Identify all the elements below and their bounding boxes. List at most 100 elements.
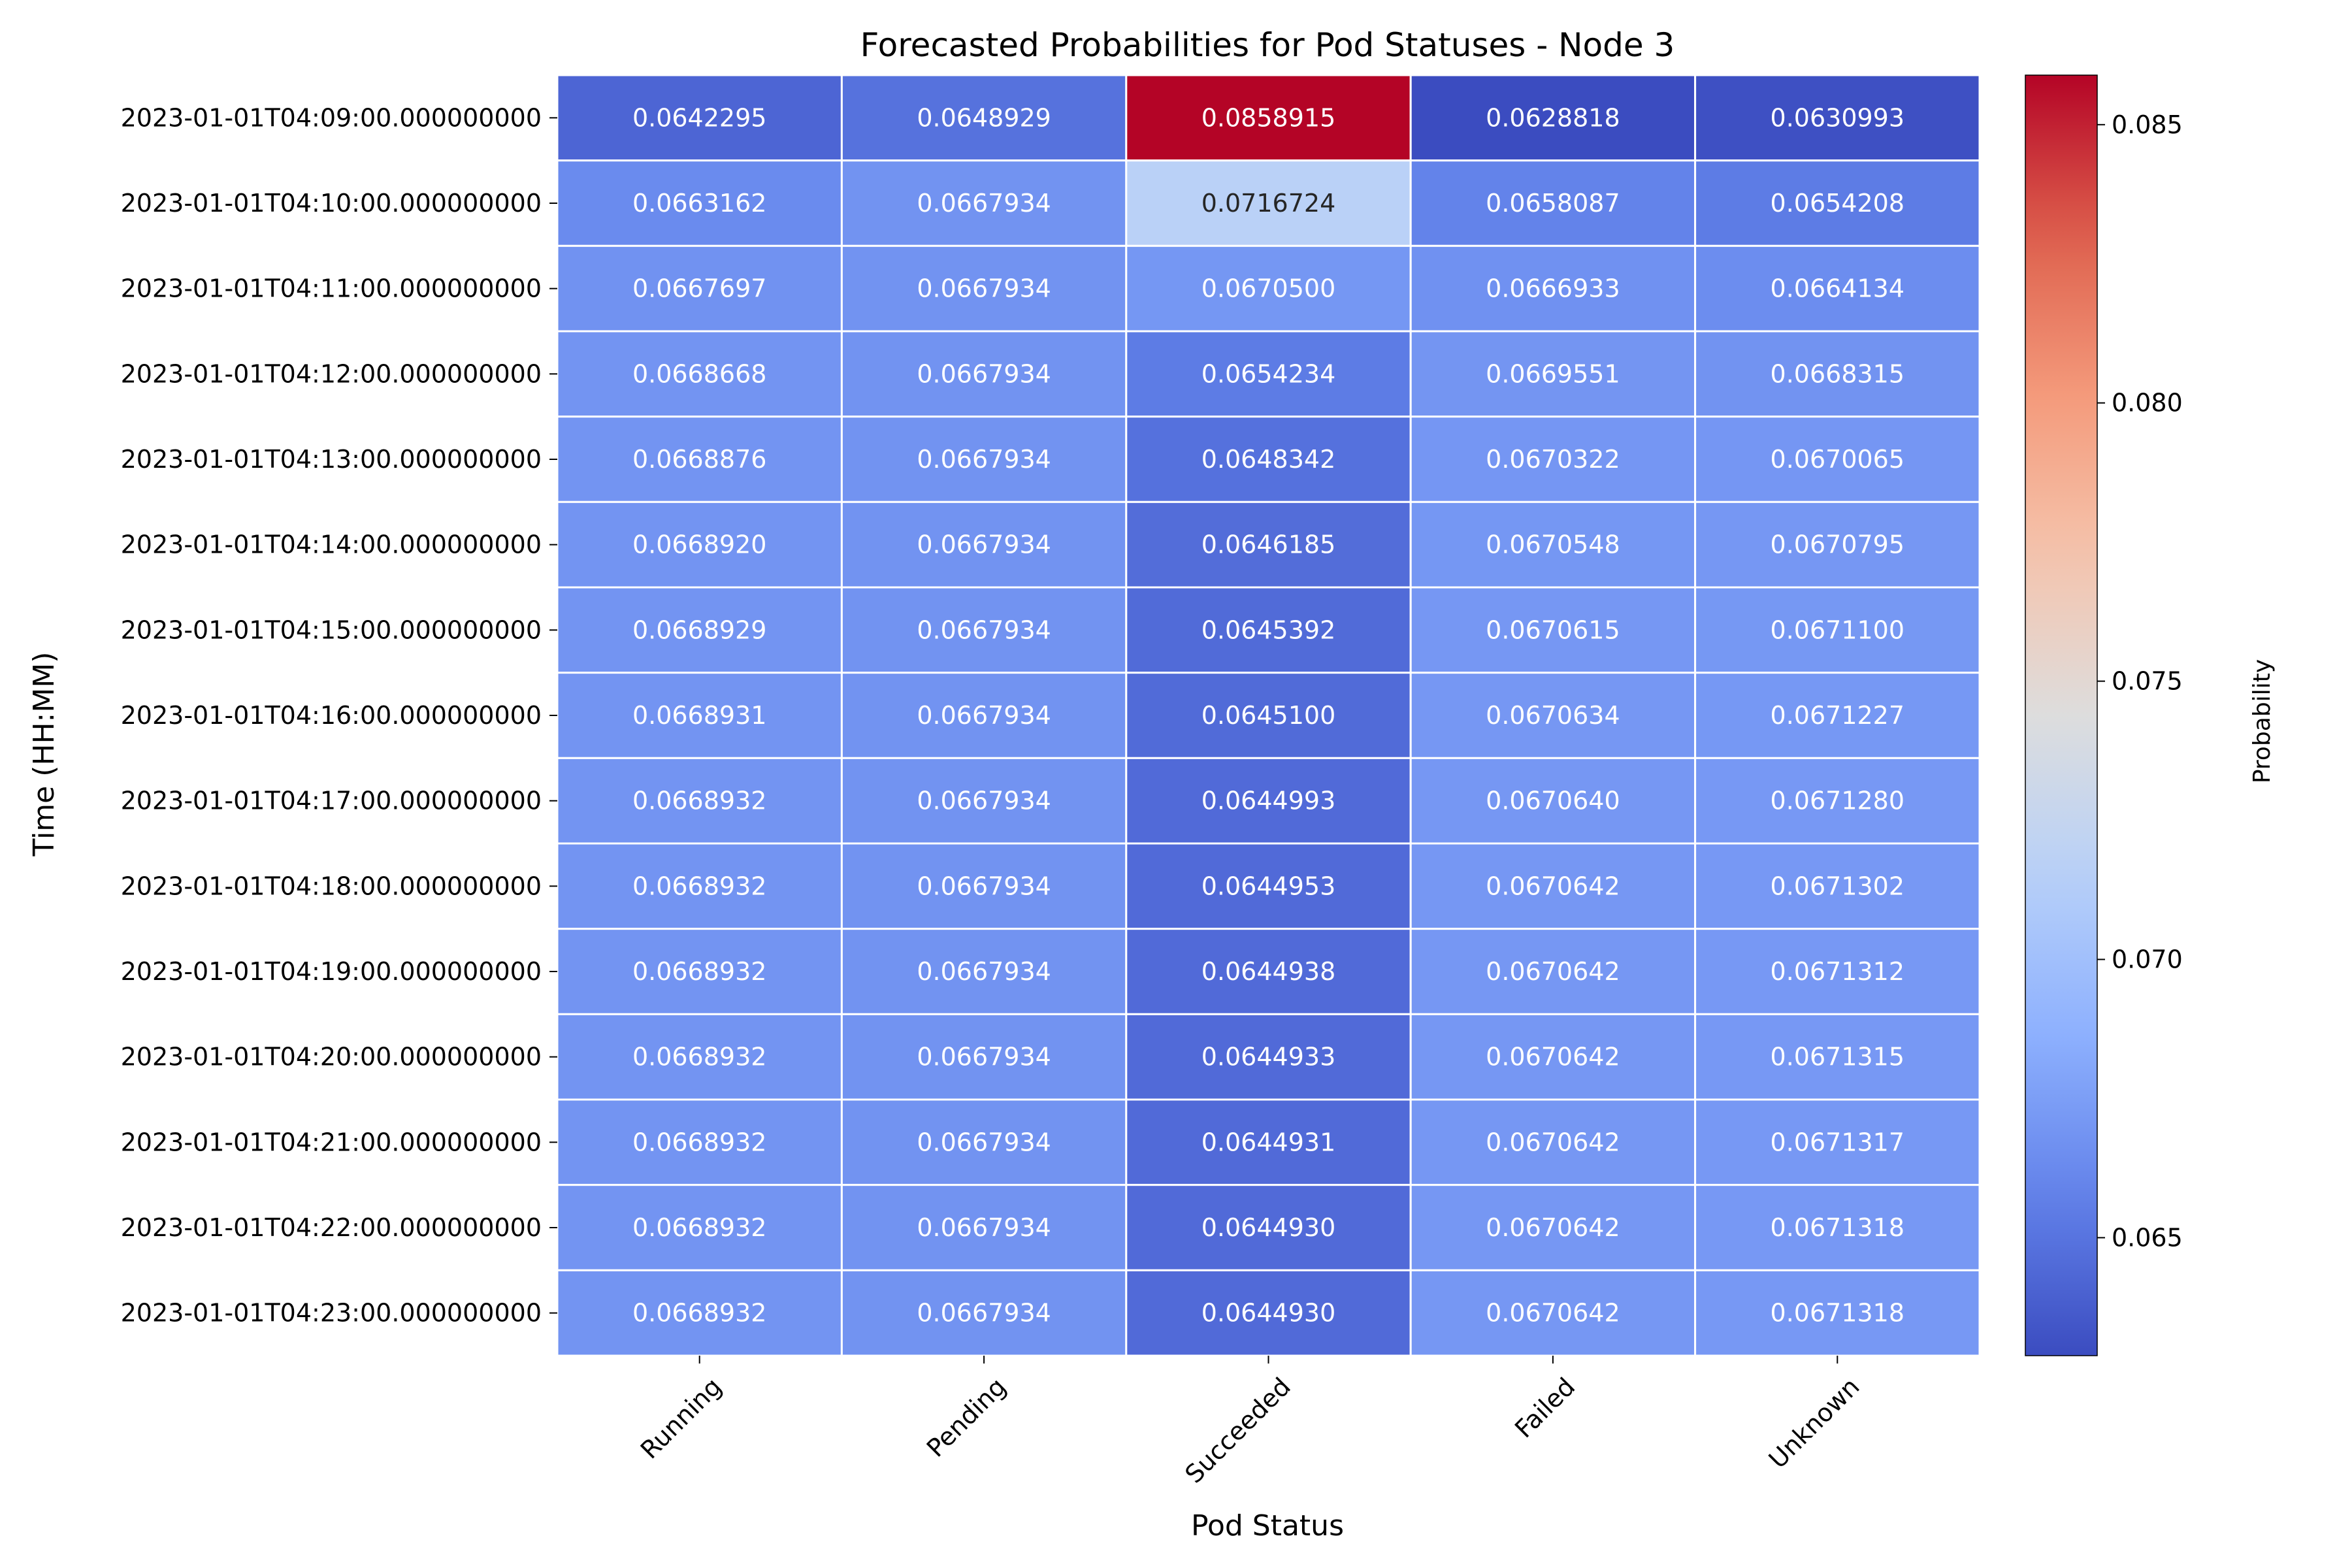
column-tick-label: Unknown: [1763, 1372, 1865, 1474]
heatmap-cell: [1125, 928, 1412, 1015]
heatmap-cell: [1409, 74, 1697, 162]
cell-value-label: 0.0668920: [632, 531, 767, 559]
row-tick-label: 2023-01-01T04:21:00.000000000: [121, 1128, 542, 1156]
cell-value-label: 0.0667934: [917, 615, 1051, 644]
cell-value-label: 0.0670065: [1771, 445, 1905, 474]
cell-value-label: 0.0858915: [1201, 103, 1336, 132]
heatmap-cell: [1409, 672, 1697, 759]
heatmap-cell: [1694, 842, 1981, 930]
cell-value-label: 0.0630993: [1771, 103, 1905, 132]
heatmap-cell: [1694, 500, 1981, 589]
cell-value-label: 0.0670642: [1486, 1213, 1620, 1242]
cell-value-label: 0.0670642: [1486, 957, 1620, 986]
row-tick-label: 2023-01-01T04:10:00.000000000: [121, 189, 542, 218]
cell-value-label: 0.0667934: [917, 274, 1051, 303]
cell-value-label: 0.0668932: [632, 957, 767, 986]
cell-value-label: 0.0668932: [632, 1213, 767, 1242]
row-tick-labels: 2023-01-01T04:09:00.000000000 2023-01-01T…: [121, 103, 557, 1328]
cell-value-label: 0.0667934: [917, 1128, 1051, 1156]
row-tick-label: 2023-01-01T04:16:00.000000000: [121, 701, 542, 730]
column-tick-label: Failed: [1509, 1372, 1580, 1443]
cell-value-label: 0.0644931: [1201, 1128, 1336, 1156]
cell-value-label: 0.0716724: [1201, 189, 1336, 218]
cell-value-label: 0.0671312: [1771, 957, 1905, 986]
heatmap-cell: [1409, 244, 1697, 333]
row-tick-label: 2023-01-01T04:19:00.000000000: [121, 957, 542, 986]
heatmap-cell: [1694, 672, 1981, 759]
cell-value-label: 0.0671100: [1771, 615, 1905, 644]
cell-value-label: 0.0668931: [632, 701, 767, 730]
cell-value-label: 0.0654234: [1201, 359, 1336, 388]
cell-value-label: 0.0666933: [1486, 274, 1620, 303]
cell-value-label: 0.0667934: [917, 445, 1051, 474]
cell-value-label: 0.0663162: [632, 189, 767, 218]
cell-value-label: 0.0667934: [917, 957, 1051, 986]
cell-value-label: 0.0668932: [632, 787, 767, 815]
cell-value-label: 0.0658087: [1486, 189, 1620, 218]
cell-value-label: 0.0667934: [917, 1043, 1051, 1071]
cell-value-label: 0.0667934: [917, 701, 1051, 730]
heatmap-cell: [1125, 672, 1412, 759]
column-tick-label: Pending: [921, 1372, 1012, 1463]
heatmap-cell: [556, 586, 843, 674]
heatmap-cell: [840, 74, 1128, 162]
heatmap-cell: [556, 928, 843, 1015]
colorbar-gradient: [2025, 74, 2098, 1356]
column-tick-labels: Running Pending Succeeded Failed Unknown: [635, 1356, 1865, 1489]
heatmap-cell: [1125, 159, 1412, 247]
cell-value-label: 0.0670640: [1486, 787, 1620, 815]
cell-value-label: 0.0668929: [632, 615, 767, 644]
cell-value-label: 0.0667697: [632, 274, 767, 303]
row-tick-label: 2023-01-01T04:12:00.000000000: [121, 359, 542, 388]
cell-value-label: 0.0628818: [1486, 103, 1620, 132]
heatmap-cell: [1409, 1013, 1697, 1101]
row-tick-label: 2023-01-01T04:14:00.000000000: [121, 531, 542, 559]
heatmap-cell: [1694, 1098, 1981, 1186]
heatmap-cell: [840, 757, 1128, 845]
row-tick-label: 2023-01-01T04:20:00.000000000: [121, 1043, 542, 1071]
heatmap-cell: [1409, 330, 1697, 418]
row-tick-label: 2023-01-01T04:17:00.000000000: [121, 787, 542, 815]
cell-value-label: 0.0670642: [1486, 872, 1620, 900]
colorbar-tick-label: 0.065: [2112, 1223, 2183, 1252]
cell-value-label: 0.0644993: [1201, 787, 1336, 815]
cell-value-label: 0.0667934: [917, 1213, 1051, 1242]
cell-value-label: 0.0670642: [1486, 1299, 1620, 1328]
cell-value-label: 0.0668668: [632, 359, 767, 388]
cell-value-label: 0.0670615: [1486, 615, 1620, 644]
cell-value-label: 0.0645392: [1201, 615, 1336, 644]
cell-value-label: 0.0664134: [1771, 274, 1905, 303]
heatmap-cell: [1125, 74, 1412, 162]
cell-value-label: 0.0668932: [632, 872, 767, 900]
heatmap-cell: [1409, 842, 1697, 930]
heatmap-cell: [556, 416, 843, 503]
x-axis-label: Pod Status: [1191, 1509, 1344, 1543]
column-tick-label: Succeeded: [1179, 1372, 1296, 1488]
cell-value-label: 0.0671302: [1771, 872, 1905, 900]
cell-value-label: 0.0670642: [1486, 1043, 1620, 1071]
heatmap-cell: [1125, 416, 1412, 503]
cell-value-label: 0.0644930: [1201, 1213, 1336, 1242]
colorbar-tick-label: 0.075: [2112, 667, 2183, 696]
heatmap-cell: [556, 672, 843, 759]
row-tick-label: 2023-01-01T04:23:00.000000000: [121, 1299, 542, 1328]
cell-value-label: 0.0667934: [917, 1299, 1051, 1328]
heatmap-cell: [840, 330, 1128, 418]
row-tick-label: 2023-01-01T04:11:00.000000000: [121, 274, 542, 303]
colorbar-label: Probability: [2249, 659, 2276, 783]
column-tick-label: Running: [635, 1372, 727, 1464]
heatmap-cell: [840, 500, 1128, 589]
cell-value-label: 0.0670642: [1486, 1128, 1620, 1156]
heatmap-cell: [1409, 500, 1697, 589]
cell-value-label: 0.0648929: [917, 103, 1051, 132]
cell-value-label: 0.0644933: [1201, 1043, 1336, 1071]
chart-title: Forecasted Probabilities for Pod Statuse…: [860, 26, 1675, 64]
cell-value-label: 0.0668932: [632, 1043, 767, 1071]
heatmap-cell: [840, 842, 1128, 930]
cell-value-label: 0.0667934: [917, 189, 1051, 218]
row-tick-label: 2023-01-01T04:13:00.000000000: [121, 445, 542, 474]
cell-value-label: 0.0644953: [1201, 872, 1336, 900]
cell-value-label: 0.0667934: [917, 872, 1051, 900]
cell-value-label: 0.0671318: [1771, 1299, 1905, 1328]
